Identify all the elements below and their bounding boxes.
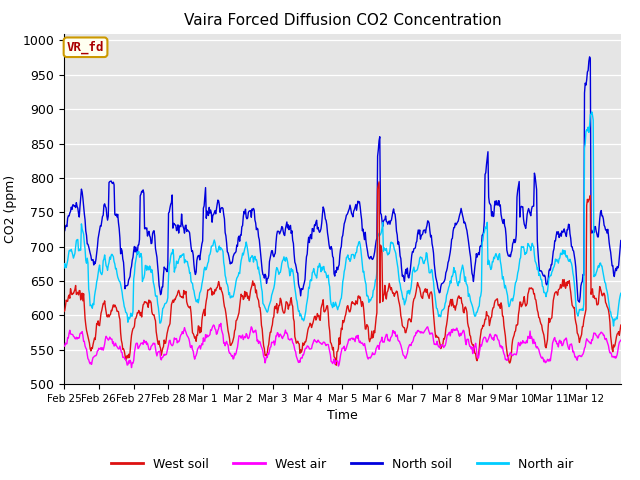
- Legend: West soil, West air, North soil, North air: West soil, West air, North soil, North a…: [106, 453, 579, 476]
- Y-axis label: CO2 (ppm): CO2 (ppm): [4, 175, 17, 243]
- Title: Vaira Forced Diffusion CO2 Concentration: Vaira Forced Diffusion CO2 Concentration: [184, 13, 501, 28]
- X-axis label: Time: Time: [327, 409, 358, 422]
- Text: VR_fd: VR_fd: [67, 41, 104, 54]
